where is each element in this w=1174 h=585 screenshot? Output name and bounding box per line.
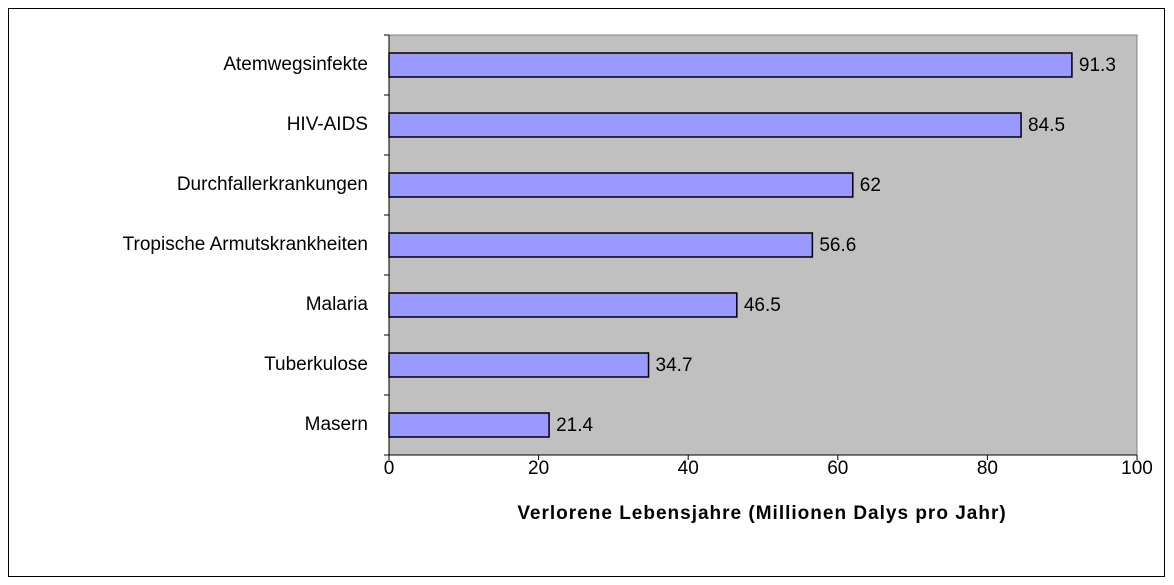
x-tick-label: 20: [528, 458, 549, 479]
bar: [388, 52, 1073, 78]
data-label: 56.6: [819, 235, 856, 256]
y-tick-label: Atemwegsinfekte: [223, 54, 368, 75]
y-tick-label: Malaria: [306, 294, 369, 315]
y-tick-label: Tropische Armutskrankheiten: [123, 234, 368, 255]
bar: [388, 292, 738, 318]
x-axis-title: Verlorene Lebensjahre (Millionen Dalys p…: [517, 503, 1006, 524]
bar: [388, 232, 814, 258]
y-tick-label: Masern: [305, 414, 368, 435]
x-tick-label: 100: [1121, 458, 1153, 479]
bar: [388, 412, 550, 438]
data-label: 91.3: [1079, 55, 1116, 76]
bar: [388, 112, 1022, 138]
data-label: 21.4: [556, 415, 593, 436]
x-tick-label: 60: [827, 458, 848, 479]
x-tick-label: 80: [977, 458, 998, 479]
y-tick-label: HIV-AIDS: [287, 114, 368, 135]
data-label: 46.5: [744, 295, 781, 316]
data-label: 84.5: [1028, 115, 1065, 136]
x-tick-label: 40: [678, 458, 699, 479]
bar: [388, 352, 650, 378]
data-label: 62: [860, 175, 881, 196]
data-label: 34.7: [656, 355, 693, 376]
bar: [388, 172, 854, 198]
x-tick-label: 0: [384, 458, 395, 479]
y-tick-label: Tuberkulose: [264, 354, 368, 375]
y-tick-label: Durchfallerkrankungen: [177, 174, 368, 195]
